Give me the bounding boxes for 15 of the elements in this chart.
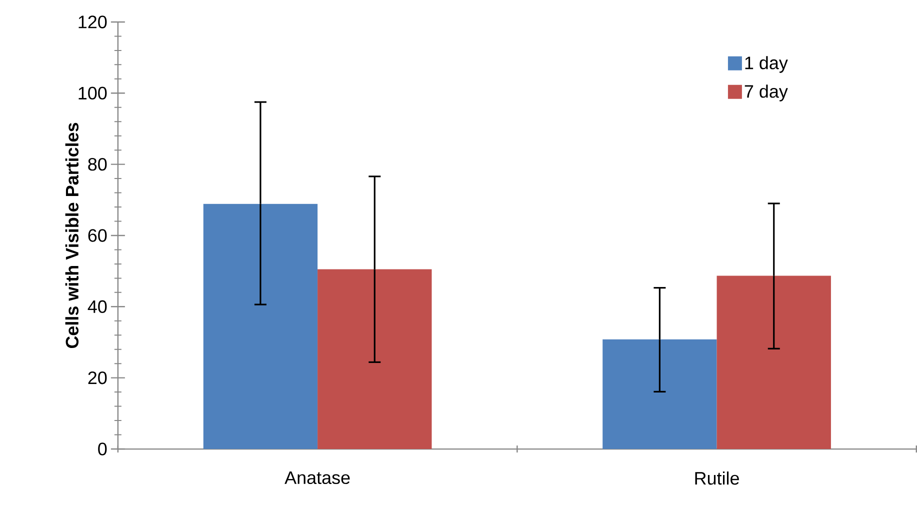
y-tick-label: 0 [98, 442, 107, 456]
y-tick-label: 120 [78, 16, 107, 29]
y-tick-label: 80 [88, 158, 107, 171]
y-tick-label: 100 [78, 86, 107, 100]
y-tick-label: 60 [88, 229, 107, 242]
y-tick-label: 40 [88, 300, 107, 314]
bar [716, 276, 831, 450]
y-axis-title: Cells with Visible Particles [65, 123, 79, 348]
legend-label: 1 day [745, 56, 788, 74]
bar [203, 204, 318, 450]
x-tick-label: Rutile [695, 472, 739, 485]
legend-label: 7 day [744, 84, 788, 102]
bar [602, 340, 717, 450]
y-tick-label: 20 [88, 372, 107, 384]
x-tick-label: Anatase [284, 472, 350, 484]
